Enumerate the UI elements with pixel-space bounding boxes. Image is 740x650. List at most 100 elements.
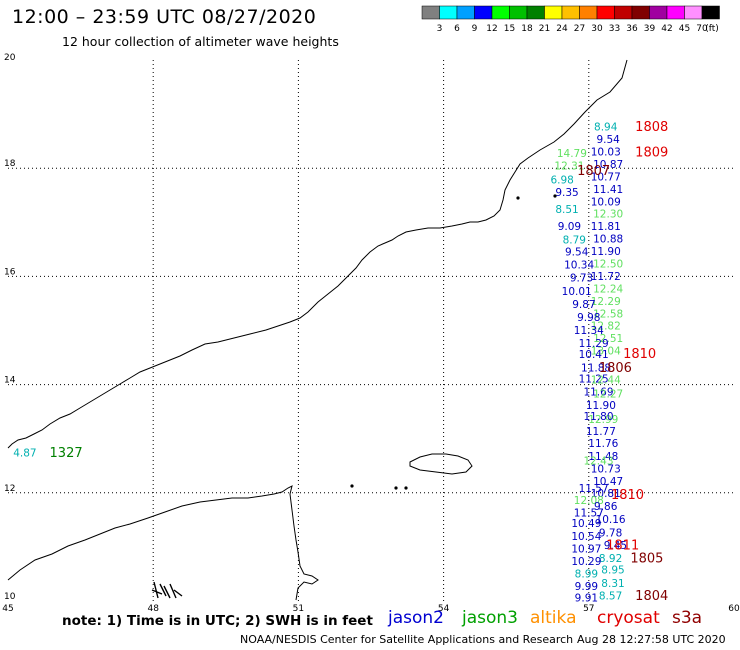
legend-label: 21	[539, 24, 550, 34]
wave-height-label: 14.79	[557, 148, 587, 160]
wave-height-label: 4.87	[13, 447, 36, 459]
wave-height-label: 10.03	[591, 147, 621, 159]
wave-height-label: 11.57	[574, 507, 604, 519]
wave-height-label: 11.72	[591, 271, 621, 283]
wave-height-label: 10.41	[579, 349, 609, 361]
legend-label: 18	[521, 24, 533, 34]
latitude-tick-label: 16	[4, 267, 16, 277]
wave-height-label: 10.54	[571, 531, 601, 543]
wave-height-label: 9.98	[577, 312, 600, 324]
pass-time-label: 1810	[623, 347, 656, 362]
wave-height-label: 6.98	[550, 175, 573, 187]
pass-time-label: 1809	[635, 146, 668, 161]
wave-height-label: 8.57	[599, 591, 622, 603]
pass-time-label: 1805	[630, 551, 663, 566]
wave-height-label: 10.73	[591, 464, 621, 476]
wave-height-label: 10.16	[596, 514, 626, 526]
wave-height-label: 11.88	[581, 362, 611, 374]
wave-height-label: 11.25	[579, 374, 609, 386]
pass-time-label: 1327	[50, 446, 83, 461]
wave-height-label: 8.94	[594, 122, 618, 134]
small-island	[404, 486, 408, 490]
latitude-tick-label: 14	[4, 376, 16, 386]
wave-height-label: 11.34	[574, 325, 604, 337]
latitude-tick-label: 20	[4, 53, 16, 63]
wave-height-label: 9.54	[596, 134, 620, 146]
wave-height-label: 8.92	[599, 553, 622, 565]
wave-height-label: 13.04	[591, 346, 621, 358]
legend-label: 27	[574, 24, 585, 34]
legend-label: 15	[504, 24, 515, 34]
wave-height-label: 12.82	[591, 321, 621, 333]
wave-height-label: 11.57	[579, 483, 609, 495]
pass-time-label: 1810	[611, 488, 644, 503]
wave-height-label: 12.43	[583, 455, 613, 467]
legend-label: 30	[591, 24, 603, 34]
legend-label: 70	[696, 24, 708, 34]
wave-height-label: 9.78	[599, 527, 622, 539]
wave-height-label: 11.77	[586, 426, 616, 438]
wave-height-label: 12.31	[554, 161, 584, 173]
small-island	[350, 484, 354, 488]
units-note: note: 1) Time is in UTC; 2) SWH is in fe…	[62, 613, 373, 629]
socotra-island	[409, 453, 473, 475]
longitude-tick-label: 60	[728, 604, 740, 614]
pass-time-label: 1811	[606, 538, 639, 553]
small-island	[516, 196, 520, 200]
wave-height-label: 10.97	[571, 544, 601, 556]
legend-label: 12	[486, 24, 497, 34]
wave-height-label: 10.81	[591, 488, 621, 500]
wave-height-label: 9.86	[594, 501, 618, 513]
legend-label: 24	[556, 24, 568, 34]
legend-label: (ft)	[705, 24, 719, 34]
wave-height-label: 11.29	[579, 338, 609, 350]
credit-line: NOAA/NESDIS Center for Satellite Applica…	[240, 633, 574, 646]
wave-height-label: 12.27	[593, 388, 623, 400]
wave-height-label: 11.69	[583, 387, 613, 399]
small-island	[553, 194, 557, 198]
wave-height-label: 10.29	[571, 556, 601, 568]
longitude-tick-label: 54	[438, 604, 450, 614]
wave-height-label: 9.45	[604, 540, 627, 552]
wave-height-label: 10.01	[562, 286, 592, 298]
wave-height-label: 12.58	[593, 308, 623, 320]
pass-time-label: 1804	[635, 589, 668, 604]
legend-label: 3	[437, 24, 443, 34]
wave-height-label: 8.51	[555, 204, 578, 216]
wave-height-label: 10.77	[591, 171, 621, 183]
wave-height-label: 12.30	[593, 209, 623, 221]
legend-swatch	[701, 5, 720, 20]
wave-height-label: 11.90	[591, 246, 621, 258]
latitude-tick-label: 10	[4, 592, 16, 602]
wave-height-label: 9.87	[572, 299, 595, 311]
pass-time-label: 1808	[635, 120, 668, 135]
longitude-tick-label: 48	[147, 604, 159, 614]
wave-height-label: 9.99	[575, 581, 598, 593]
latitude-tick-label: 12	[4, 484, 15, 494]
generated-timestamp: Aug 28 12:27:58 UTC 2020	[577, 633, 726, 646]
wave-height-label: 8.79	[563, 235, 586, 247]
longitude-tick-label: 51	[293, 604, 304, 614]
wave-height-label: 10.47	[593, 476, 623, 488]
wave-height-label: 10.87	[593, 159, 623, 171]
inland-marsh	[151, 581, 183, 599]
horn-of-africa-coastline	[7, 485, 319, 601]
wave-height-label: 12.24	[593, 283, 623, 295]
wave-height-label: 9.09	[558, 221, 581, 233]
wave-height-color-legend: 3 6 9 12 15 18 21 24 27 30 33 36 39 42 45 70(ft)	[421, 5, 720, 34]
wave-height-label: 8.31	[601, 578, 624, 590]
pass-time-label: 1806	[599, 361, 632, 376]
wave-height-label: 9.54	[565, 247, 589, 259]
wave-height-label: 12.44	[591, 374, 621, 386]
wave-height-label: 12.08	[574, 495, 604, 507]
arabian-coastline	[7, 59, 628, 449]
wave-height-label: 11.80	[583, 411, 613, 423]
longitude-tick-label: 45	[2, 604, 13, 614]
legend-label: 42	[661, 24, 672, 34]
wave-height-label: 9.73	[570, 273, 593, 285]
wave-height-label: 10.49	[571, 518, 601, 530]
legend-label: 45	[679, 24, 690, 34]
axis-tick-labels: 45 48 51 54 57 60 20 18 16 14 12 10	[2, 53, 740, 614]
legend-label: 39	[644, 24, 656, 34]
